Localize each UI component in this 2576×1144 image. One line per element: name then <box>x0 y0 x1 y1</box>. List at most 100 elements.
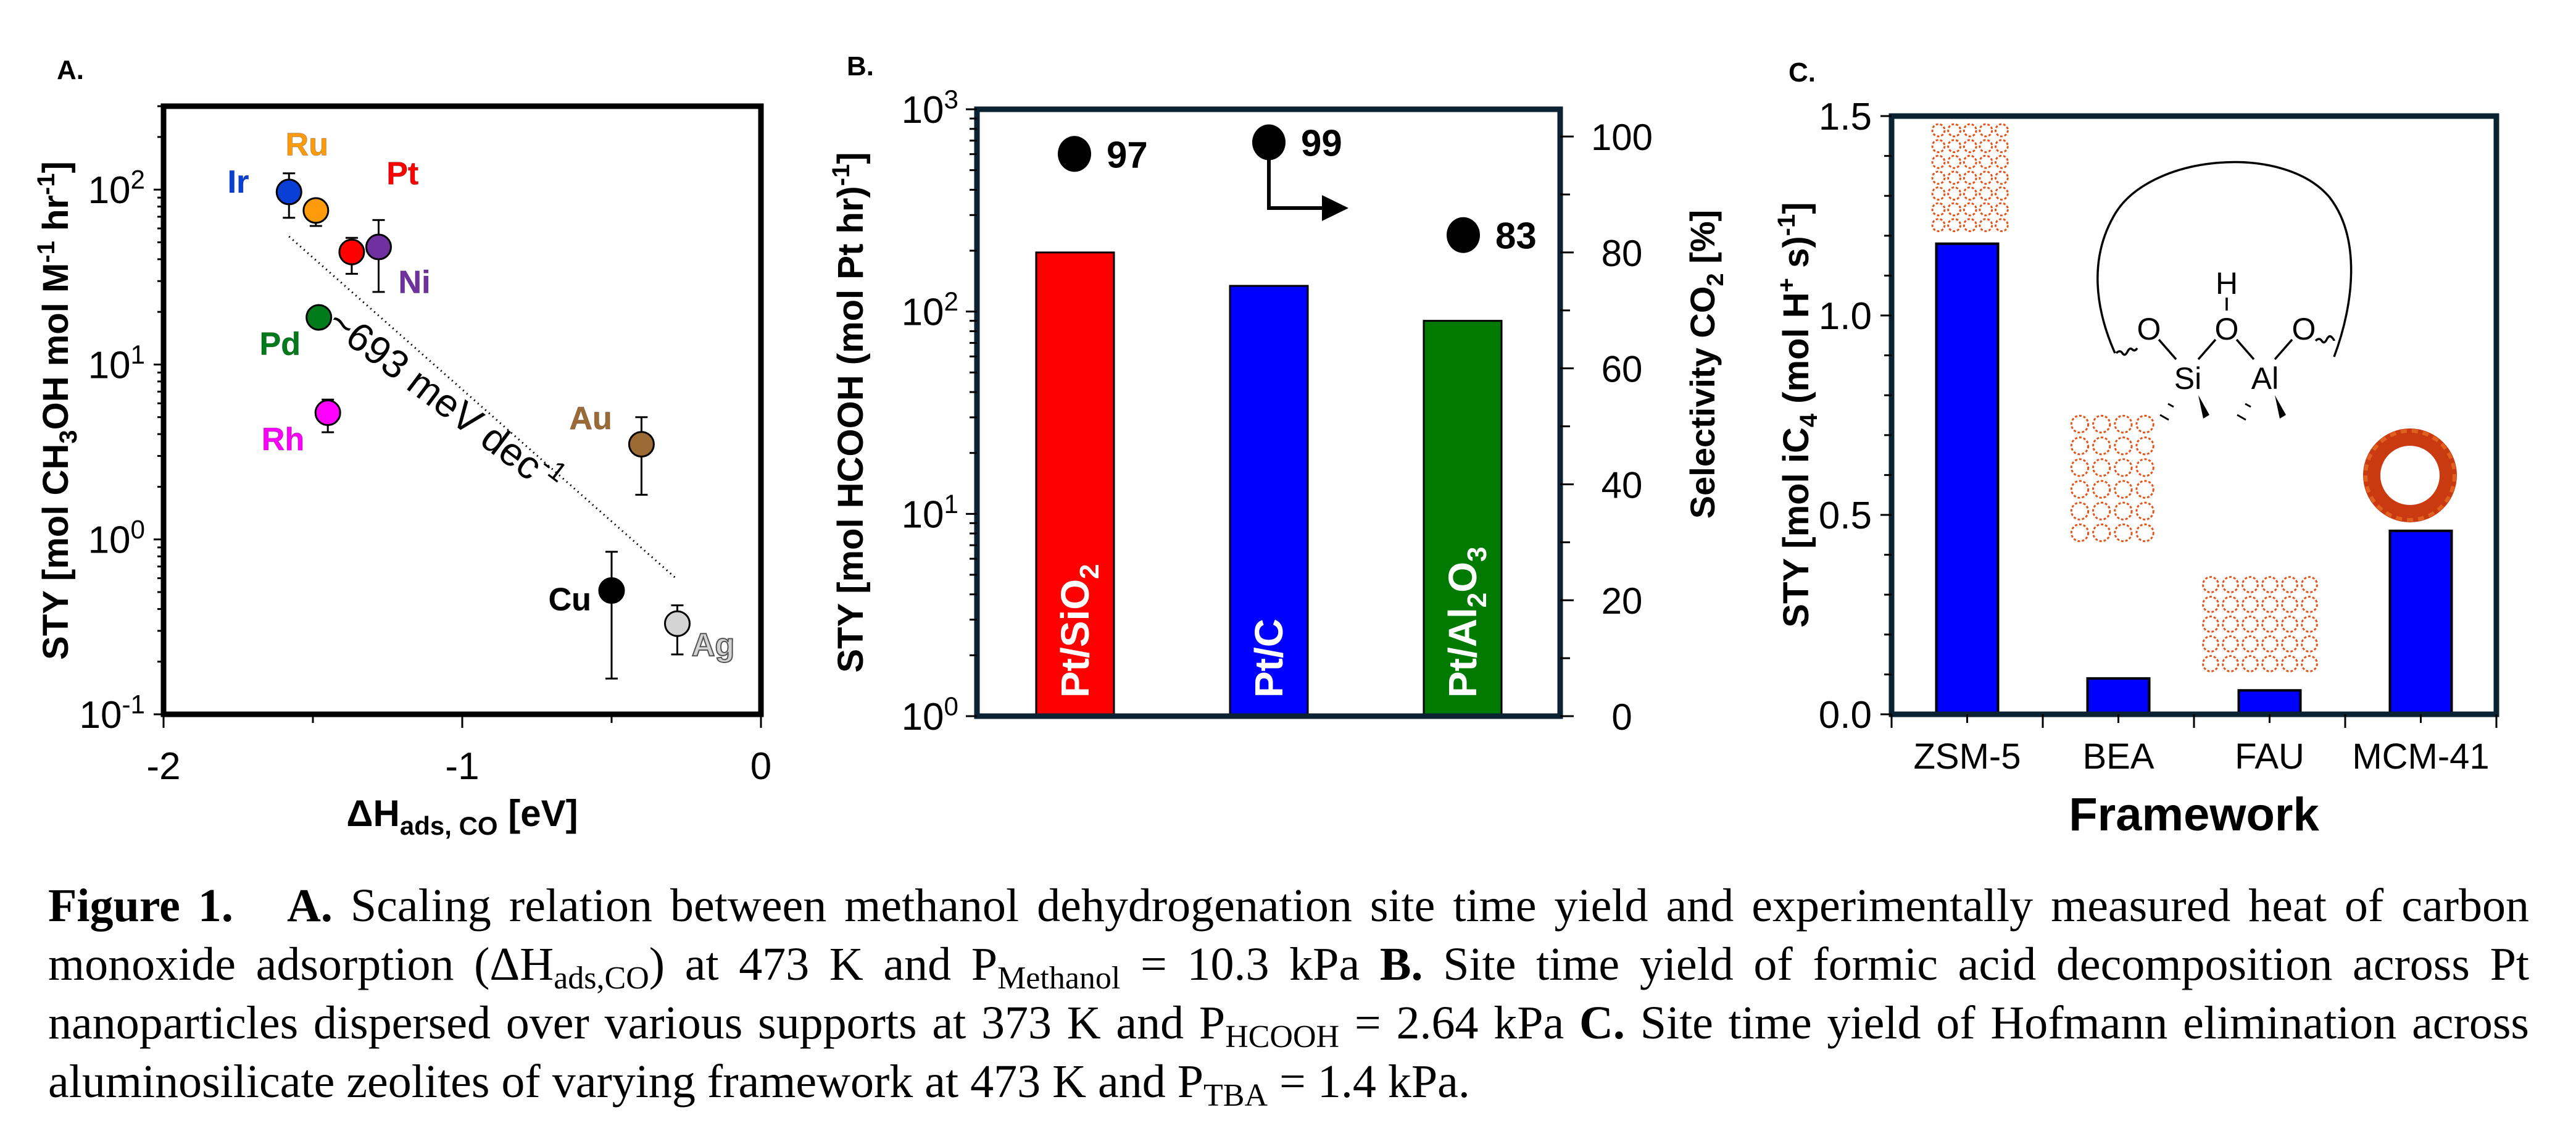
figure-caption: Figure 1. A. Scaling relation between me… <box>48 877 2529 1113</box>
lattice-ring <box>1994 123 2009 138</box>
selectivity-marker <box>1447 217 1480 253</box>
lattice-ring <box>2242 596 2259 613</box>
y-tick-label: 1.5 <box>1819 96 1872 138</box>
bond-o-al <box>2235 338 2255 361</box>
lattice-ring <box>2242 576 2259 593</box>
bar <box>1229 285 1309 717</box>
point-label: Ni <box>399 265 431 301</box>
y-tick-label: 103 <box>902 85 958 132</box>
caption-text: = 1.4 kPa. <box>1268 1056 1470 1108</box>
y-tick-label-base: 10 <box>88 519 131 562</box>
bar-mcm-41 <box>2388 529 2453 716</box>
data-point-pd: Pd <box>259 304 333 362</box>
y-tick-label: 100 <box>88 515 145 562</box>
lattice-ring <box>2135 501 2154 520</box>
y2-tick-label: 60 <box>1602 349 1643 390</box>
lattice-ring <box>2202 655 2219 672</box>
lattice-ring <box>1979 186 1993 201</box>
y-tick-label: 10-1 <box>80 690 145 737</box>
bar-label-part: Pt/C <box>1247 619 1291 698</box>
lattice-ring <box>1963 170 1977 185</box>
framework-structure-zsm-5 <box>1931 123 2009 233</box>
lattice-ring <box>1994 154 2009 169</box>
y2-label-part: [%] <box>1683 210 1722 273</box>
inset-atoms: H O O O Si Al <box>2137 266 2316 396</box>
bond-si-o <box>2197 338 2217 361</box>
y-tick-label: 102 <box>88 165 145 212</box>
lattice-ring <box>1963 218 1977 233</box>
x-label-sub: ads, CO <box>400 811 498 840</box>
bar-label: Pt/C <box>1247 619 1291 698</box>
y-tick-label-exp: -1 <box>122 690 145 719</box>
atom-o: O <box>2137 312 2161 346</box>
caption-subscript: ads,CO <box>554 961 649 996</box>
data-point-pt: Pt <box>338 156 419 275</box>
y-label-part: ] <box>831 152 871 164</box>
y-tick-label-base: 10 <box>902 493 944 536</box>
selectivity-value: 97 <box>1107 134 1148 175</box>
x-tick-label: -2 <box>146 745 180 788</box>
lattice-ring <box>1963 139 1977 154</box>
y-tick-label-exp: 0 <box>131 515 145 544</box>
lattice-ring <box>1963 154 1977 169</box>
y-tick-label: 102 <box>902 287 958 334</box>
x-tick-label: BEA <box>2082 737 2154 777</box>
lattice-ring <box>1963 123 1977 138</box>
data-point-au: Au <box>569 401 655 496</box>
lattice-ring <box>1994 186 2009 201</box>
lattice-ring <box>2222 576 2239 593</box>
lattice-ring <box>2202 576 2219 593</box>
caption-text: Site time yield of Hofmann elimination a… <box>48 997 2529 1108</box>
y-tick-label-base: 10 <box>80 694 122 737</box>
point-label: Ir <box>228 164 249 200</box>
marker <box>338 238 365 265</box>
mesopore-ring <box>2363 428 2457 522</box>
panel-c-label: C. <box>1789 57 1816 88</box>
lattice-ring <box>1979 218 1993 233</box>
data-point-ag: Ag <box>663 604 735 664</box>
lattice-ring <box>1947 186 1962 201</box>
atom-o: O <box>2215 312 2239 346</box>
y2-tick-label: 80 <box>1602 233 1643 274</box>
lattice-ring <box>2070 458 2090 477</box>
y-tick-label: 0.5 <box>1819 495 1872 537</box>
lattice-ring <box>2281 596 2298 613</box>
lattice-ring <box>2092 501 2111 520</box>
lattice-ring <box>2135 436 2154 456</box>
lattice-ring <box>1947 218 1962 233</box>
y-tick-label: 101 <box>88 340 145 387</box>
lattice-ring <box>2092 480 2111 499</box>
x-tick-label: -1 <box>445 745 479 788</box>
panel-c-framework-structures <box>1931 123 2457 672</box>
lattice-ring <box>2301 576 2318 593</box>
y2-tick-label: 0 <box>1611 696 1632 738</box>
panel-a-x-axis-label: ΔHads, CO [eV] <box>346 793 578 840</box>
lattice-ring <box>2092 458 2111 477</box>
selectivity-point: 83 <box>1447 215 1537 257</box>
lattice-ring <box>1931 202 1946 217</box>
lattice-ring <box>2202 635 2219 653</box>
bar-label-sub: 2 <box>1074 564 1105 578</box>
arrow-line <box>1267 156 1323 210</box>
selectivity-marker <box>1252 124 1286 161</box>
hash-bond <box>2237 414 2246 421</box>
y-tick-label-exp: 2 <box>944 287 958 316</box>
lattice-ring <box>1979 170 1993 185</box>
lattice-ring <box>2242 655 2259 672</box>
wavy-bond-left <box>2115 347 2138 356</box>
y-tick-label-base: 10 <box>902 291 944 334</box>
hash-bond <box>2167 403 2174 408</box>
bar-label-part: Pt/Al <box>1440 607 1485 698</box>
lattice-ring <box>1979 123 1993 138</box>
caption-subscript: TBA <box>1203 1078 1268 1113</box>
lattice-ring <box>1947 139 1962 154</box>
point-label: Ru <box>286 127 328 162</box>
y-label-sub: 4 <box>1795 413 1822 427</box>
lattice-ring <box>2070 523 2090 543</box>
y-tick-label-exp: 3 <box>944 85 958 114</box>
framework-structure-bea <box>2070 414 2154 543</box>
bond-o-si <box>2158 338 2177 361</box>
